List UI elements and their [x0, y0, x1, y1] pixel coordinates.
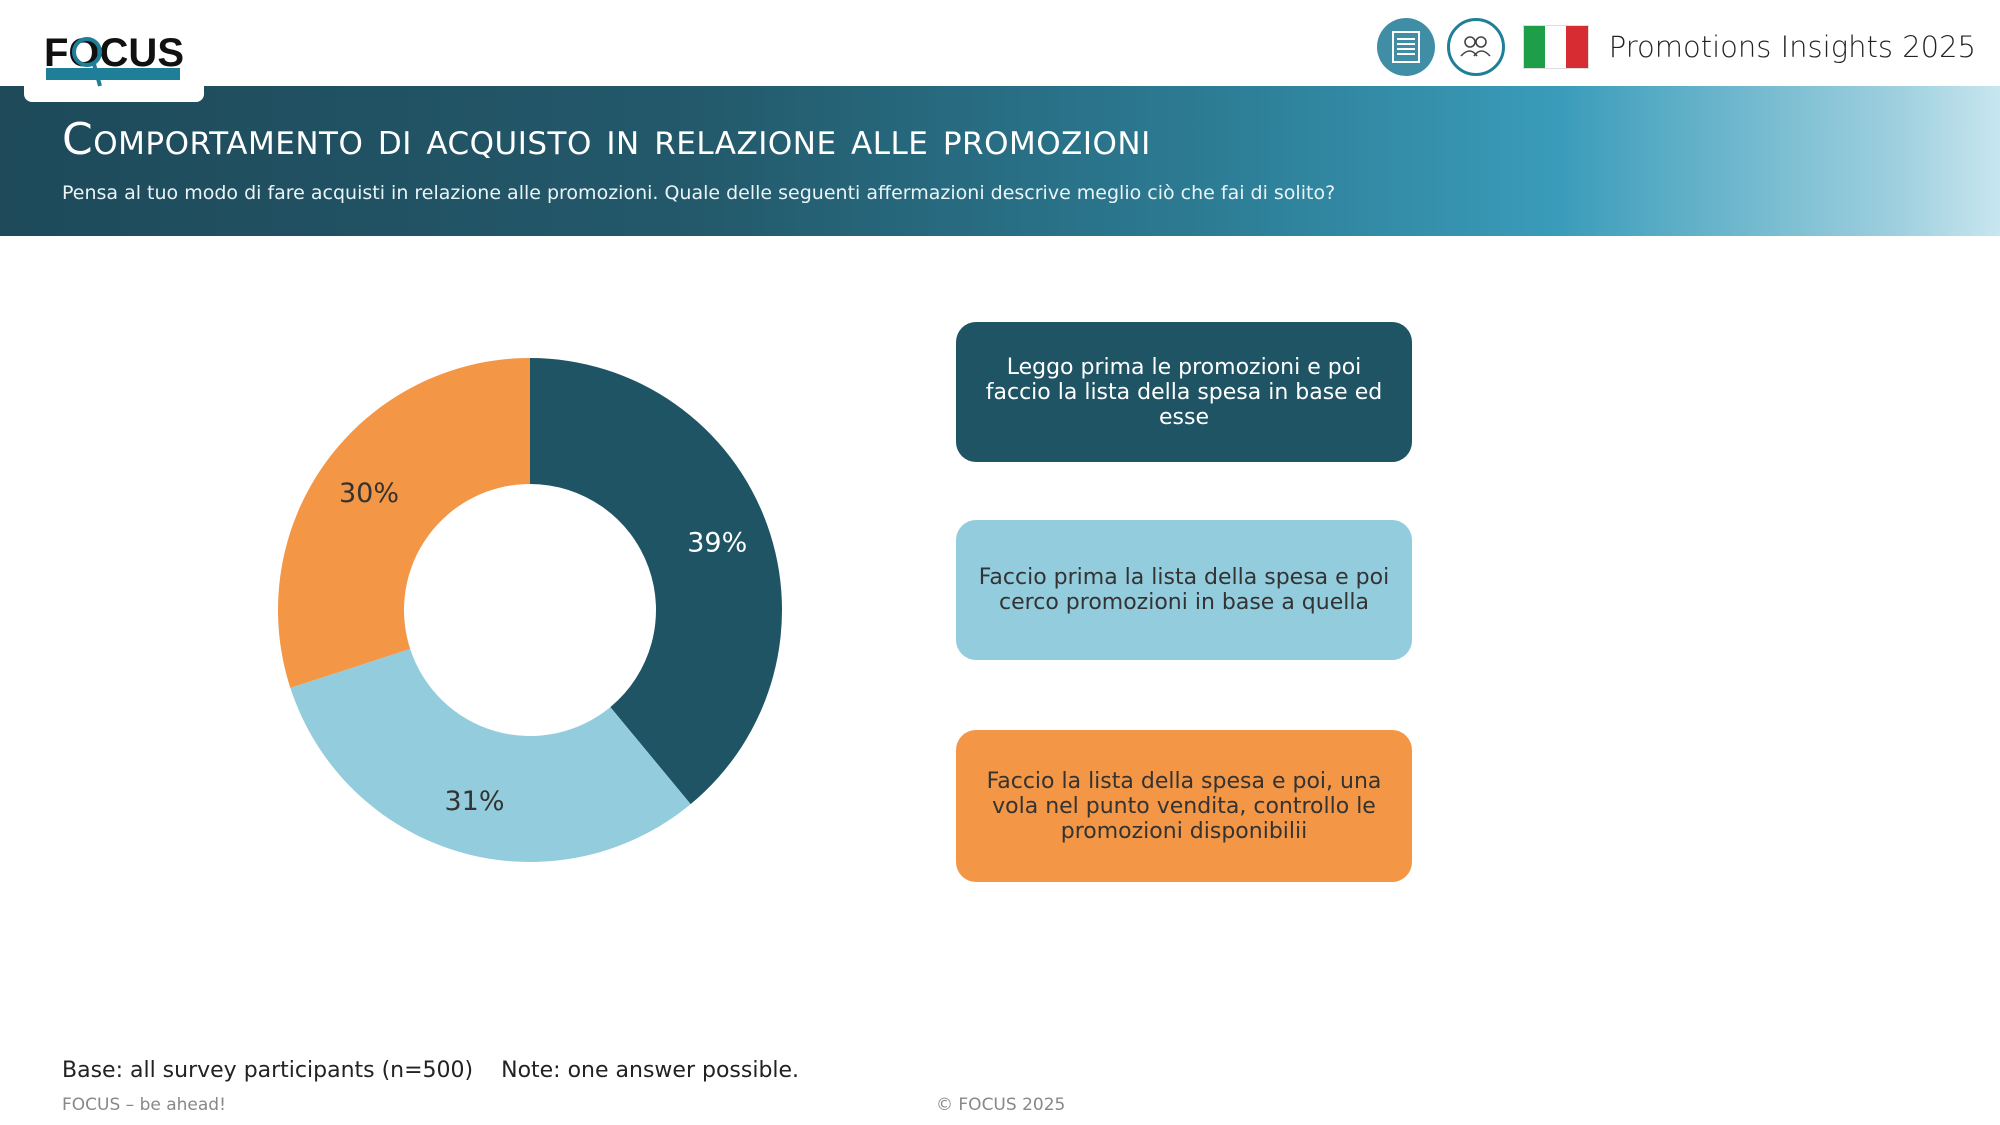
italy-flag-icon: [1522, 25, 1589, 69]
donut-chart: 39% 31% 30%: [278, 358, 783, 862]
donut-slice: [278, 358, 530, 688]
logo-container: FOCUS: [24, 0, 204, 102]
slice-data-label: 30%: [339, 478, 399, 509]
app-title: Promotions Insights 2025: [1608, 30, 1976, 64]
flag-stripe-red: [1566, 26, 1588, 68]
page-title: Comportamento di acquisto in relazione a…: [62, 114, 1151, 165]
flag-stripe-green: [1523, 26, 1546, 68]
legend-item: Leggo prima le promozioni e poi faccio l…: [956, 322, 1412, 462]
magnifier-icon: [72, 37, 102, 67]
flag-stripe-white: [1545, 26, 1567, 68]
legend-item: Faccio prima la lista della spesa e poi …: [956, 520, 1412, 660]
logo-text: FOCUS: [44, 31, 184, 75]
page-subtitle: Pensa al tuo modo di fare acquisti in re…: [62, 182, 1336, 204]
focus-logo: FOCUS: [44, 31, 184, 87]
base-note: Base: all survey participants (n=500) No…: [62, 1058, 800, 1083]
donut-slice: [530, 358, 783, 805]
header-right: Promotions Insights 2025: [1376, 14, 1976, 80]
slice-data-label: 39%: [687, 528, 747, 559]
slice-data-label: 31%: [444, 786, 504, 817]
legend-item: Faccio la lista della spesa e poi, una v…: [956, 730, 1412, 882]
document-icon[interactable]: [1376, 18, 1435, 76]
donut-slice: [290, 648, 691, 862]
footer-brand: FOCUS – be ahead!: [62, 1095, 226, 1115]
title-banner: Comportamento di acquisto in relazione a…: [0, 86, 2000, 236]
people-icon[interactable]: [1446, 18, 1505, 76]
footer-copyright: © FOCUS 2025: [936, 1095, 1066, 1115]
